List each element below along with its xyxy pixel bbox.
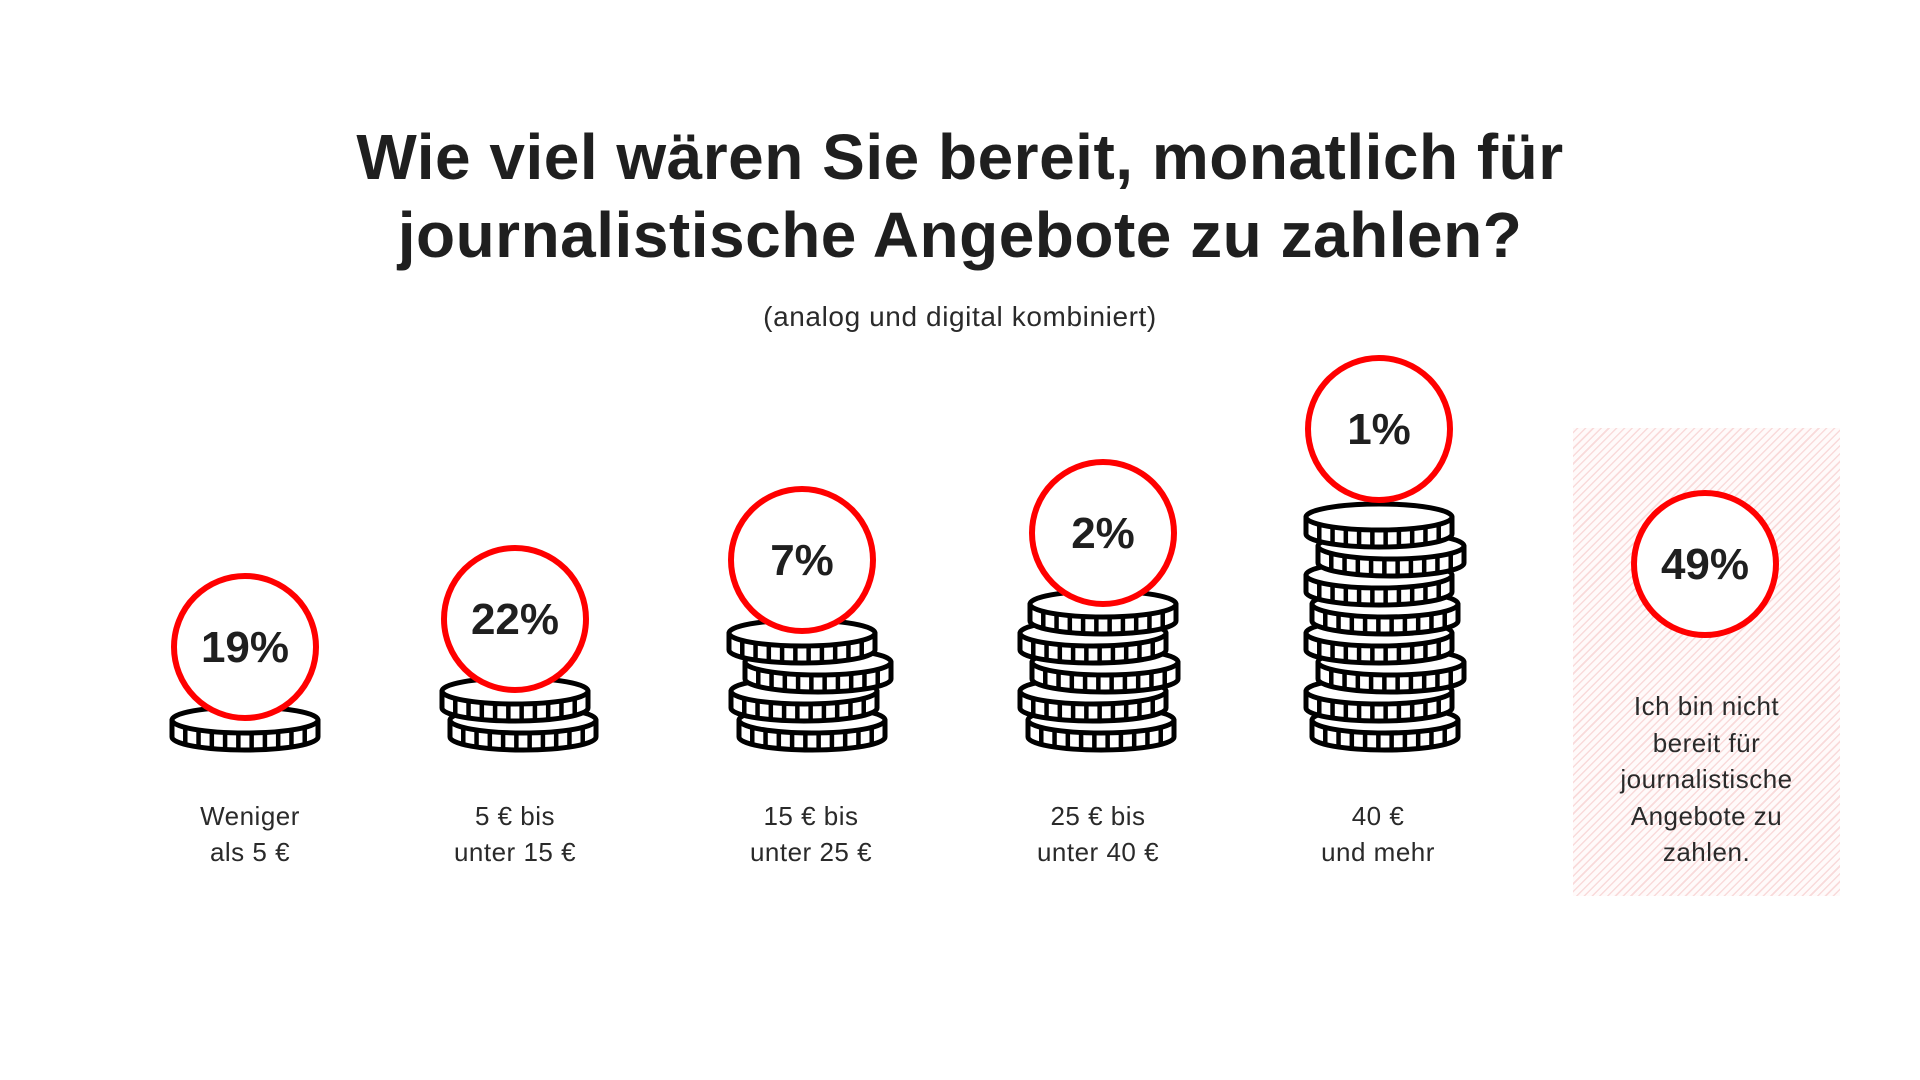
chart-title-line-1: Wie viel wären Sie bereit, monatlich für <box>356 121 1564 193</box>
category-label-line: 25 € bis <box>1050 801 1146 831</box>
percentage-value: 19% <box>201 623 289 672</box>
percentage-circle <box>1305 355 1453 503</box>
coin-icon <box>1303 501 1455 550</box>
category-label-line: unter 40 € <box>1036 837 1160 867</box>
percentage-value: 2% <box>1071 509 1135 558</box>
category-label-line: 40 € <box>1351 801 1405 831</box>
not-willing-label-line: zahlen. <box>1662 837 1751 867</box>
not-willing-label-line: Angebote zu <box>1630 800 1783 831</box>
percentage-circle <box>728 486 876 634</box>
coin-icon <box>439 675 591 724</box>
category-label-line: unter 25 € <box>749 837 873 867</box>
chart-title-line-2: journalistische Angebote zu zahlen? <box>397 199 1523 271</box>
category-label-line: und mehr <box>1321 837 1435 867</box>
percentage-circle <box>1029 459 1177 607</box>
category-label-line: 15 € bis <box>763 801 859 831</box>
category-label: 40 € und mehr <box>1248 798 1508 870</box>
percentage-circle <box>1631 490 1779 638</box>
coin-stack <box>1303 501 1467 753</box>
percentage-value: 1% <box>1347 405 1411 454</box>
category-label-line: unter 15 € <box>453 837 577 867</box>
not-willing-label-line: journalistische <box>1620 764 1793 794</box>
not-willing-label-line: Ich bin nicht <box>1633 691 1780 721</box>
percentage-value: 7% <box>770 536 834 585</box>
not-willing-label: Ich bin nicht bereit für journalistische… <box>1573 688 1840 871</box>
category-label-line: 5 € bis <box>474 801 556 831</box>
category-label-line: als 5 € <box>209 837 291 867</box>
coin-stack <box>439 675 599 753</box>
chart-title: Wie viel wären Sie bereit, monatlich für… <box>0 118 1920 274</box>
category-label: 25 € bis unter 40 € <box>968 798 1228 870</box>
coin-stack <box>1017 588 1181 753</box>
category-label: 5 € bis unter 15 € <box>385 798 645 870</box>
not-willing-label-line: bereit für <box>1652 727 1761 758</box>
percentage-circle <box>441 545 589 693</box>
category-label-line: Weniger <box>200 801 300 831</box>
percentage-value: 22% <box>471 595 559 644</box>
percentage-circle <box>171 573 319 721</box>
category-label: 15 € bis unter 25 € <box>681 798 941 870</box>
coin-icon <box>726 617 878 666</box>
category-label: Weniger als 5 € <box>120 798 380 870</box>
chart-subtitle: (analog und digital kombiniert) <box>763 301 1157 332</box>
percentage-value: 49% <box>1661 540 1749 589</box>
coin-stack <box>726 617 894 753</box>
